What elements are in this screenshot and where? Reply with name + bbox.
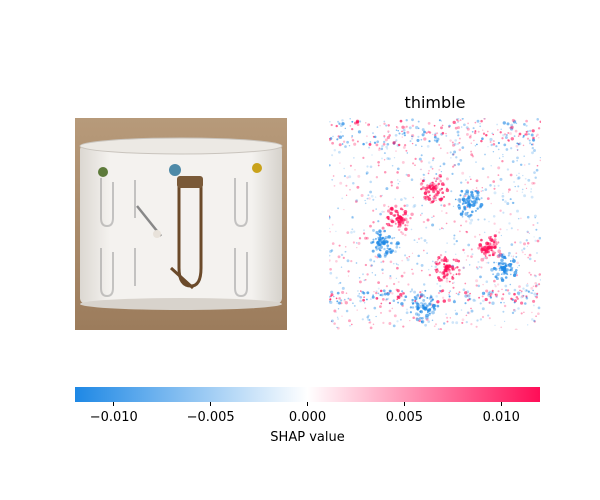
colorbar-tick — [403, 402, 405, 406]
colorbar-ticks: −0.010 −0.005 0.000 0.005 0.010 — [75, 402, 540, 432]
colorbar-tick-label: 0.005 — [385, 410, 423, 425]
colorbar-tick — [210, 402, 212, 406]
shap-heatmap — [329, 118, 541, 330]
colorbar-tick-label: −0.010 — [89, 410, 138, 425]
input-image-graphic — [75, 118, 287, 330]
colorbar-tick-label: 0.000 — [288, 410, 327, 425]
colorbar — [75, 387, 540, 402]
colorbar-tick — [500, 402, 502, 406]
class-title: thimble — [404, 93, 466, 112]
shap-heatmap-graphic — [329, 118, 541, 330]
colorbar-tick-label: 0.010 — [482, 410, 520, 425]
colorbar-label: SHAP value — [270, 430, 345, 445]
colorbar-tick — [307, 402, 308, 406]
colorbar-tick — [113, 402, 115, 406]
colorbar-tick-label: −0.005 — [186, 410, 235, 425]
input-image — [75, 118, 287, 330]
